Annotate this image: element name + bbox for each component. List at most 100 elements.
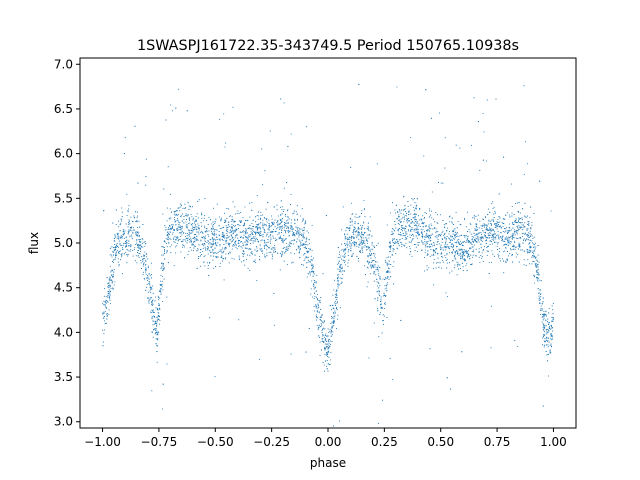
data-point [451, 239, 454, 241]
data-point [368, 263, 370, 265]
data-point [121, 247, 123, 249]
data-point [147, 291, 149, 293]
data-point [399, 239, 401, 241]
data-point [319, 341, 321, 343]
data-point [467, 230, 469, 233]
data-point [123, 243, 125, 245]
data-point [457, 264, 459, 266]
data-point [130, 244, 132, 246]
data-point [126, 193, 128, 195]
data-point [410, 241, 412, 243]
data-point [546, 360, 549, 362]
data-point [334, 302, 336, 304]
data-point [146, 279, 149, 281]
data-point [108, 290, 110, 293]
data-point [542, 319, 544, 321]
data-point [532, 252, 535, 254]
data-point [543, 318, 545, 320]
data-point [214, 233, 216, 235]
data-point [188, 219, 191, 221]
data-point [536, 265, 538, 267]
data-point [223, 250, 225, 252]
data-point [345, 236, 347, 238]
data-point [446, 253, 448, 255]
data-point [271, 221, 273, 223]
data-point [199, 231, 202, 233]
data-point [488, 208, 490, 210]
data-point [243, 234, 245, 236]
data-point [364, 216, 366, 218]
data-point [482, 249, 485, 251]
data-point [332, 331, 334, 333]
data-point [512, 246, 514, 248]
data-point [514, 246, 517, 248]
data-point [229, 215, 231, 217]
data-point [166, 251, 168, 253]
data-point [460, 258, 462, 260]
data-point [545, 310, 547, 312]
data-point [333, 319, 335, 321]
data-point [372, 265, 374, 267]
data-point [496, 222, 498, 224]
data-point [501, 239, 504, 241]
data-point [103, 329, 106, 331]
data-point [463, 258, 465, 260]
data-point [316, 310, 318, 312]
data-point [377, 281, 379, 283]
data-point [267, 239, 269, 241]
data-point [321, 314, 323, 316]
data-point [186, 224, 188, 226]
data-point [437, 252, 439, 254]
data-point [442, 230, 444, 232]
data-point [444, 249, 446, 251]
data-point [301, 208, 303, 210]
data-point [505, 214, 507, 216]
data-point [320, 323, 322, 325]
data-point [545, 333, 547, 335]
data-point [323, 341, 325, 343]
data-point [510, 236, 512, 238]
data-point [386, 224, 388, 226]
data-point [520, 236, 522, 239]
data-point [117, 236, 119, 238]
data-point [329, 338, 331, 340]
data-point [344, 249, 346, 251]
data-point [442, 261, 444, 263]
data-point [210, 246, 212, 248]
data-point [459, 249, 461, 251]
data-point [494, 210, 496, 213]
data-point [416, 231, 418, 233]
data-point [162, 264, 164, 266]
data-point [539, 308, 541, 310]
data-point [269, 235, 271, 237]
data-point [474, 228, 476, 230]
data-point [169, 218, 171, 220]
data-point [110, 287, 112, 289]
data-point [344, 243, 346, 245]
data-point [156, 334, 158, 336]
data-point [485, 228, 487, 230]
data-point [526, 223, 529, 225]
data-point [177, 237, 179, 239]
data-point [337, 256, 339, 258]
data-point [114, 244, 116, 246]
data-point [478, 232, 480, 234]
data-point [510, 241, 512, 243]
data-point [416, 237, 419, 239]
data-point [549, 352, 551, 354]
data-point [518, 221, 520, 223]
data-point [488, 272, 490, 275]
data-point [262, 219, 264, 221]
data-point [273, 222, 275, 224]
data-point [513, 232, 515, 234]
data-point [295, 211, 297, 213]
data-point [365, 237, 367, 239]
data-point [414, 218, 417, 220]
data-point [418, 233, 420, 235]
data-point [135, 220, 137, 223]
data-point [271, 255, 274, 257]
data-point [153, 320, 155, 322]
data-point [155, 307, 157, 309]
data-point [102, 311, 104, 313]
data-point [223, 243, 225, 245]
